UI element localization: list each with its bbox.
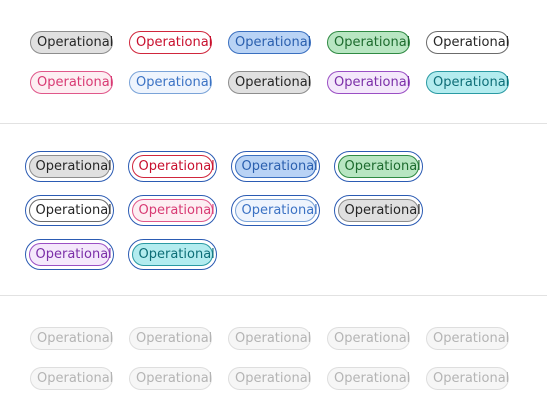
badge-blue[interactable]: Operational — [228, 31, 311, 54]
focus-ring: Operational — [128, 151, 217, 182]
badge-red-focused[interactable]: Operational — [131, 154, 215, 178]
badge-neutral[interactable]: Operational — [30, 31, 113, 54]
badge-disabled: Operational — [327, 367, 410, 390]
badge-neutral[interactable]: Operational — [228, 71, 311, 94]
focus-ring: Operational — [231, 195, 320, 226]
badge-green[interactable]: Operational — [327, 31, 410, 54]
focus-ring: Operational — [334, 195, 423, 226]
badge-disabled: Operational — [30, 327, 113, 350]
badge-disabled: Operational — [426, 367, 509, 390]
badge-purple[interactable]: Operational — [327, 71, 410, 94]
badge-light-blue[interactable]: Operational — [129, 71, 212, 94]
focus-ring: Operational — [25, 239, 114, 270]
badge-outline-focused[interactable]: Operational — [28, 198, 112, 222]
badge-neutral-focused[interactable]: Operational — [28, 154, 112, 178]
badge-pink-focused[interactable]: Operational — [131, 198, 215, 222]
section-divider — [0, 295, 547, 296]
badge-pink[interactable]: Operational — [30, 71, 113, 94]
badge-disabled: Operational — [129, 367, 212, 390]
badge-red[interactable]: Operational — [129, 31, 212, 54]
badge-outline[interactable]: Operational — [426, 31, 509, 54]
focus-ring: Operational — [231, 151, 320, 182]
badge-disabled: Operational — [426, 327, 509, 350]
badge-disabled: Operational — [30, 367, 113, 390]
badge-disabled: Operational — [327, 327, 410, 350]
badge-neutral-focused[interactable]: Operational — [337, 198, 421, 222]
focus-ring: Operational — [25, 195, 114, 226]
focus-ring: Operational — [25, 151, 114, 182]
focus-ring: Operational — [128, 195, 217, 226]
badge-purple-focused[interactable]: Operational — [28, 242, 112, 266]
focus-ring: Operational — [128, 239, 217, 270]
badge-green-focused[interactable]: Operational — [337, 154, 421, 178]
badge-disabled: Operational — [129, 327, 212, 350]
badge-teal-focused[interactable]: Operational — [131, 242, 215, 266]
badge-teal[interactable]: Operational — [426, 71, 509, 94]
badge-disabled: Operational — [228, 327, 311, 350]
badge-disabled: Operational — [228, 367, 311, 390]
focus-ring: Operational — [334, 151, 423, 182]
badge-blue-focused[interactable]: Operational — [234, 154, 318, 178]
badge-light-blue-focused[interactable]: Operational — [234, 198, 318, 222]
section-divider — [0, 123, 547, 124]
